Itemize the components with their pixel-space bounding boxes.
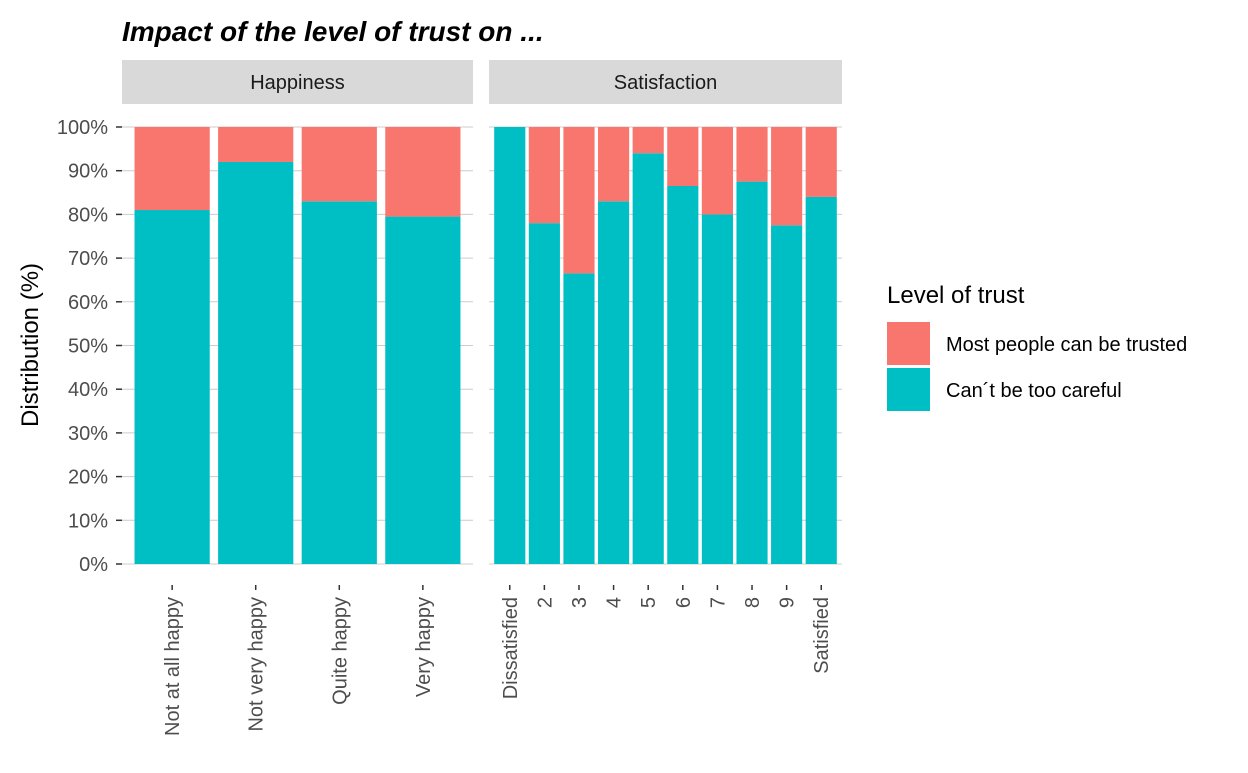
x-tick-label: 3: [569, 597, 591, 608]
bar-segment: [218, 161, 294, 564]
bar-segment: [385, 216, 461, 564]
bar-segment: [494, 127, 526, 564]
y-tick-label: 40%: [68, 379, 108, 401]
bar-segment: [134, 127, 210, 211]
bar-segment: [528, 127, 560, 224]
y-tick-label: 80%: [68, 204, 108, 226]
bar-segment: [598, 201, 630, 565]
bar-segment: [667, 185, 699, 564]
bar-segment: [218, 127, 294, 162]
y-tick-label: 10%: [68, 510, 108, 532]
bar-segment: [301, 201, 377, 565]
bar-segment: [667, 127, 699, 186]
y-tick-label: 100%: [57, 117, 108, 139]
bar-segment: [563, 127, 595, 274]
x-tick-label: 2: [534, 597, 556, 608]
bar-segment: [701, 214, 733, 564]
bar-segment: [736, 127, 768, 182]
bar-segment: [805, 127, 837, 197]
y-tick-label: 50%: [68, 336, 108, 358]
x-tick-label: 7: [707, 597, 729, 608]
x-tick-label: 6: [673, 597, 695, 608]
x-tick-label: Very happy: [413, 597, 435, 697]
bar-segment: [301, 127, 377, 202]
y-tick-label: 60%: [68, 292, 108, 314]
facet-strip-label: Happiness: [250, 72, 345, 94]
x-tick-label: 5: [638, 597, 660, 608]
bar-segment: [771, 225, 803, 564]
bar-segment: [632, 127, 664, 154]
x-tick-label: 8: [742, 597, 764, 608]
y-axis-label: Distribution (%): [17, 263, 44, 427]
bar-segment: [632, 153, 664, 564]
bar-segment: [385, 127, 461, 217]
x-tick-label: Not very happy: [246, 597, 268, 732]
y-tick-label: 90%: [68, 161, 108, 183]
y-tick-label: 20%: [68, 467, 108, 489]
bar-segment: [528, 223, 560, 564]
legend-label: Can´t be too careful: [946, 380, 1122, 402]
bar-segment: [134, 210, 210, 564]
x-tick-label: Dissatisfied: [500, 597, 522, 699]
facet-strip: [489, 60, 842, 104]
legend-key: [887, 368, 930, 411]
chart-title: Impact of the level of trust on ...: [122, 16, 544, 47]
x-tick-label: 4: [604, 597, 626, 608]
x-tick-label: Not at all happy: [162, 597, 184, 736]
legend-key: [887, 322, 930, 365]
legend-label: Most people can be trusted: [946, 334, 1187, 356]
facet-strip: [122, 60, 473, 104]
y-tick-label: 30%: [68, 423, 108, 445]
bar-segment: [736, 181, 768, 564]
bar-segment: [771, 127, 803, 226]
x-tick-label: 9: [777, 597, 799, 608]
y-tick-label: 0%: [79, 554, 108, 576]
legend: Most people can be trusted Can´t be too c…: [887, 322, 1187, 411]
legend-title: Level of trust: [887, 282, 1025, 309]
x-tick-label: Quite happy: [329, 597, 351, 705]
bar-segment: [598, 127, 630, 202]
x-tick-label: Satisfied: [811, 597, 833, 674]
bar-segment: [701, 127, 733, 215]
plot-layer: 0% 10% 20% 30% 40% 50% 60% 70% 80% 90% 100% Happine…: [57, 60, 842, 736]
y-tick-label: 70%: [68, 248, 108, 270]
facet-strip-label: Satisfaction: [614, 72, 717, 94]
bar-segment: [805, 196, 837, 565]
bar-segment: [563, 273, 595, 564]
